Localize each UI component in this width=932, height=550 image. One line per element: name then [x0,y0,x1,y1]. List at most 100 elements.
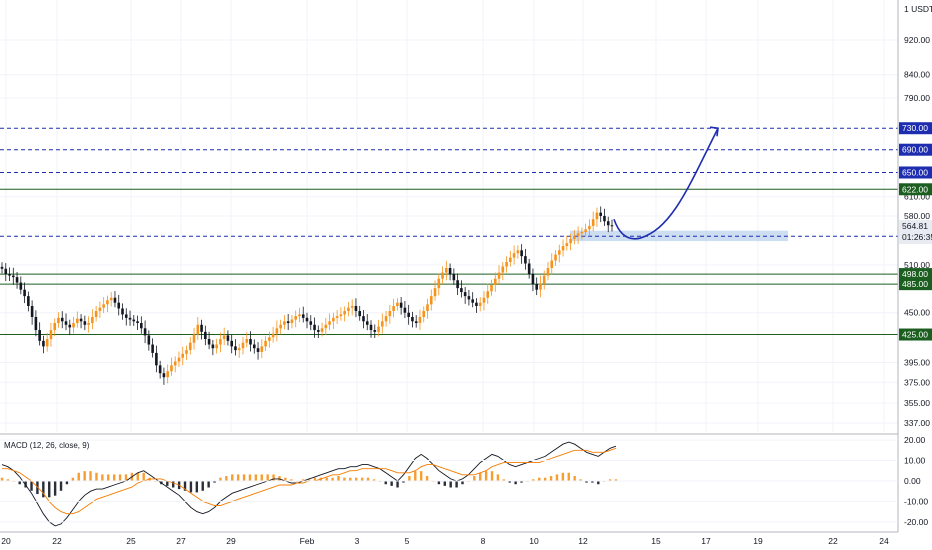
time-tick-label: 3 [355,536,360,546]
candle-body [414,321,418,324]
candle-body [603,215,606,222]
candle-body [535,284,538,290]
level-badge [899,166,932,179]
time-axis[interactable]: 20 22 25 27 29 Feb 3 5 8 10 12 15 17 19 22 24 [1,536,889,546]
candle-body [324,324,328,329]
histogram-bar [355,477,358,481]
candle-body [8,274,11,276]
candle-body [377,326,380,332]
histogram-bar [30,480,33,491]
macd-pane[interactable] [0,441,618,527]
histogram-bar [42,480,45,498]
histogram-bar [48,480,51,498]
candle-body [475,302,478,307]
histogram-bar [532,479,535,481]
candle-body [117,302,121,309]
histogram-bar [490,471,494,481]
candle-body [490,284,493,292]
candle-body [347,307,350,312]
time-tick-label: Feb [300,536,315,546]
projection-arrow[interactable] [613,127,719,240]
histogram-bar [24,480,27,488]
candle-body [478,302,482,307]
histogram-bar [484,471,488,481]
candle-body [309,321,313,325]
grid [0,0,898,432]
candle-body [497,272,501,279]
candle-body [486,291,490,298]
histogram-bar [136,472,139,481]
candles [0,206,614,385]
candle-body [554,254,557,261]
candle-body [252,344,256,349]
histogram-bar [520,480,523,483]
histogram-bar [112,474,116,481]
horizontal-levels[interactable] [0,127,898,336]
histogram-bar [496,474,500,481]
histogram-bar [372,479,376,481]
candle-body [580,232,584,234]
candle-body [91,316,94,324]
candle-body [396,302,399,307]
time-tick-label: 17 [701,536,711,546]
price-tick-label: 920.00 [904,35,930,45]
candle-body [610,225,614,227]
candle-body [456,280,459,289]
price-tick-label: 510.00 [904,260,930,270]
time-tick-label: 10 [529,536,539,546]
histogram-bar [242,474,246,481]
histogram-bar [213,480,216,483]
candle-body [595,212,599,220]
time-tick-label: 29 [226,536,236,546]
price-tick-label: 450.00 [904,308,930,318]
price-tick-label: 840.00 [904,70,930,80]
candle-body [441,272,444,279]
candle-body [94,311,98,317]
price-axis[interactable]: 1 USDT 920.00 840.00 790.00 610.00 580.00 510… [904,4,932,428]
candle-body [140,323,143,329]
time-tick-label: 5 [405,536,410,546]
candle-body [132,319,136,322]
histogram-bar [260,474,263,481]
candle-body [606,221,610,226]
candle-body [343,311,346,315]
candle-body [520,250,523,257]
histogram-bar [573,476,576,481]
histogram-bar [337,476,340,481]
candle-body [283,321,286,325]
candle-body [151,344,154,353]
candle-body [124,314,128,318]
candle-body [429,296,433,305]
candle-body [433,288,437,297]
candle-body [557,250,561,255]
candle-body [245,339,249,343]
candle-body [305,317,309,322]
histogram-bar [0,477,4,481]
candle-body [294,316,298,320]
histogram-bar [301,479,305,481]
histogram-bar [561,472,565,481]
candle-body [332,317,335,322]
histogram-bar [419,471,423,481]
bar-countdown-label: 01:26:35 [902,232,932,242]
candle-body [316,330,320,332]
histogram-bar [166,480,169,486]
candle-body [23,289,26,297]
macd-tick-label: -10.00 [904,496,928,506]
candle-body [260,346,264,352]
candle-body [60,317,64,322]
time-tick-label: 8 [481,536,486,546]
candle-body [313,324,316,331]
candle-body [113,297,117,303]
candle-body [72,323,75,328]
histogram-bar [449,480,452,488]
level-value-label: 730.00 [902,123,928,133]
candle-body [0,266,4,269]
histogram-bar [473,476,476,481]
price-pane[interactable] [0,0,898,432]
macd-axis[interactable]: 20.00 10.00 0.00 -10.00 -20.00 [0,435,928,527]
candle-body [591,219,595,226]
candle-body [271,333,275,338]
candle-body [181,353,185,358]
candle-body [83,321,87,325]
